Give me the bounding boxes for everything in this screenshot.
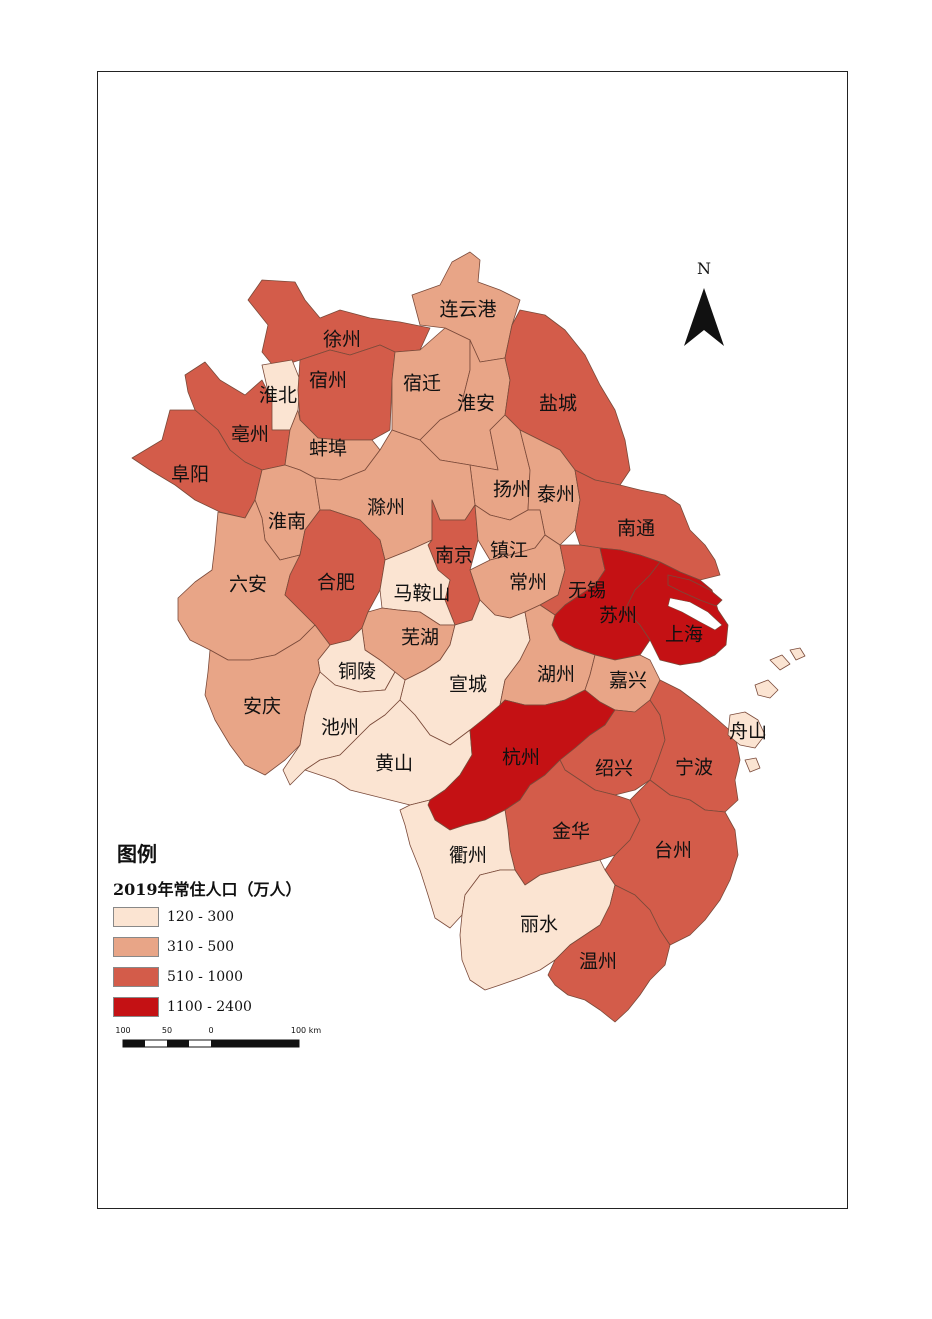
city-label: 南京 [435, 545, 473, 567]
region-ningbo [649, 679, 741, 813]
city-label: 芜湖 [401, 627, 439, 649]
city-label: 无锡 [568, 580, 606, 602]
city-label: 宁波 [675, 757, 713, 779]
region-zhoushan-island-d [744, 757, 761, 773]
chongming-island [667, 574, 723, 607]
legend-title: 图例 [117, 842, 157, 866]
scale-tick-1: 50 [162, 1026, 172, 1035]
city-label: 衢州 [449, 845, 487, 867]
city-label: 宣城 [449, 674, 487, 696]
city-label: 马鞍山 [393, 583, 450, 605]
region-shaoxing [559, 699, 666, 796]
region-zhoushan-island-b [769, 654, 791, 671]
city-label: 宿州 [309, 370, 347, 392]
city-label: 苏州 [599, 605, 637, 627]
city-label: 杭州 [502, 747, 540, 769]
city-label: 安庆 [243, 696, 281, 718]
legend-item: 1100 - 2400 [113, 996, 252, 1018]
city-label: 池州 [321, 717, 359, 739]
city-label: 合肥 [317, 572, 355, 594]
legend-label: 120 - 300 [167, 909, 235, 925]
city-label: 连云港 [439, 299, 496, 321]
city-label: 亳州 [231, 424, 269, 446]
north-arrow: N [684, 259, 724, 346]
legend-item: 510 - 1000 [113, 966, 243, 988]
region-huangshan [304, 699, 473, 806]
city-label: 滁州 [367, 497, 405, 519]
scale-tick-2: 0 [208, 1026, 213, 1035]
legend-swatch [113, 967, 159, 987]
scale-seg-3 [211, 1040, 299, 1047]
scale-bar: 100 50 0 100 km [115, 1026, 321, 1048]
city-label: 徐州 [323, 329, 361, 351]
city-label: 淮南 [268, 511, 306, 533]
city-label: 绍兴 [595, 758, 633, 780]
north-arrow-icon [684, 288, 704, 346]
north-arrow-icon-right [704, 288, 724, 346]
city-label: 台州 [654, 840, 692, 862]
city-label: 淮北 [259, 385, 297, 407]
map-frame [97, 71, 848, 1209]
legend-label: 1100 - 2400 [167, 999, 252, 1015]
city-label: 蚌埠 [309, 438, 347, 460]
legend-item: 310 - 500 [113, 936, 234, 958]
city-label: 阜阳 [171, 464, 209, 486]
scale-tick-0: 100 [115, 1026, 130, 1035]
city-label: 湖州 [537, 664, 575, 686]
city-label: 温州 [579, 951, 617, 973]
region-zhoushan-island-c [789, 647, 806, 661]
city-label: 泰州 [537, 484, 575, 506]
city-label: 盐城 [539, 393, 577, 415]
city-label: 金华 [552, 821, 590, 843]
legend-swatch [113, 907, 159, 927]
city-label: 常州 [509, 572, 547, 594]
city-label: 扬州 [493, 479, 531, 501]
region-suzhou-anhui [297, 344, 396, 441]
yangtze-estuary [667, 597, 723, 631]
legend-item: 120 - 300 [113, 906, 234, 928]
region-taizhou-zj [604, 779, 739, 946]
region-zhoushan [727, 711, 766, 749]
legend-label: 510 - 1000 [167, 969, 243, 985]
city-label: 六安 [229, 574, 267, 596]
north-arrow-label: N [697, 259, 711, 278]
city-label: 铜陵 [338, 661, 376, 683]
legend-subtitle: 2019年常住人口（万人） [113, 880, 302, 899]
scale-seg-1 [123, 1040, 145, 1047]
city-label: 宿迁 [403, 373, 441, 395]
legend-swatch [113, 937, 159, 957]
region-zhoushan-island-a [754, 679, 779, 699]
legend-swatch [113, 997, 159, 1017]
city-label: 丽水 [520, 914, 558, 936]
city-label: 舟山 [729, 721, 767, 743]
region-taizhou-js [519, 429, 581, 546]
city-label: 淮安 [457, 393, 495, 415]
scale-tick-3: 100 km [291, 1026, 321, 1035]
scale-seg-2 [167, 1040, 189, 1047]
city-label: 黄山 [375, 753, 413, 775]
city-label: 南通 [617, 518, 655, 540]
city-label: 镇江 [490, 540, 528, 562]
legend-label: 310 - 500 [167, 939, 235, 955]
city-label: 上海 [665, 624, 703, 646]
region-wenzhou [547, 884, 671, 1023]
city-label: 嘉兴 [609, 670, 647, 692]
